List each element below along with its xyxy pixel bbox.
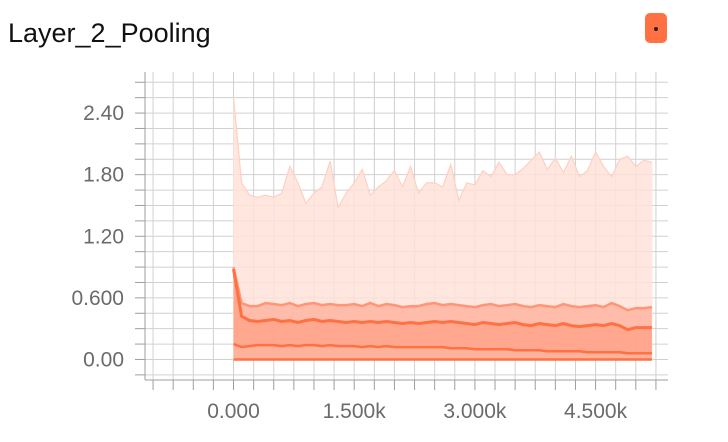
dot-icon — [654, 27, 658, 31]
y-tick-label: 2.40 — [83, 102, 124, 125]
chart-axes — [135, 72, 668, 390]
series-line-max — [232, 97, 653, 210]
y-tick-label: 1.80 — [83, 164, 124, 187]
series-line-median — [232, 268, 652, 332]
band-upper-lower — [233, 267, 652, 354]
chart-title: Layer_2_Pooling — [8, 18, 211, 48]
chart-areas — [232, 97, 653, 361]
y-tick-label: 0.00 — [83, 348, 124, 371]
x-tick-label: 1.500k — [323, 400, 387, 423]
chart-tick-labels: 0.00 0.600 1.20 1.80 2.40 0.000 1.500k 3.000k 4.… — [71, 102, 627, 423]
series-line-lower — [233, 342, 652, 355]
series-line-upper — [232, 266, 653, 312]
legend-toggle-button[interactable] — [645, 13, 667, 43]
y-tick-label: 0.600 — [71, 287, 124, 310]
y-tick-label: 1.20 — [83, 225, 124, 248]
band-median-lower — [233, 269, 652, 354]
x-tick-label: 3.000k — [443, 400, 507, 423]
band-lower-min — [233, 344, 652, 360]
x-tick-label: 0.000 — [207, 400, 260, 423]
x-tick-label: 4.500k — [564, 400, 628, 423]
